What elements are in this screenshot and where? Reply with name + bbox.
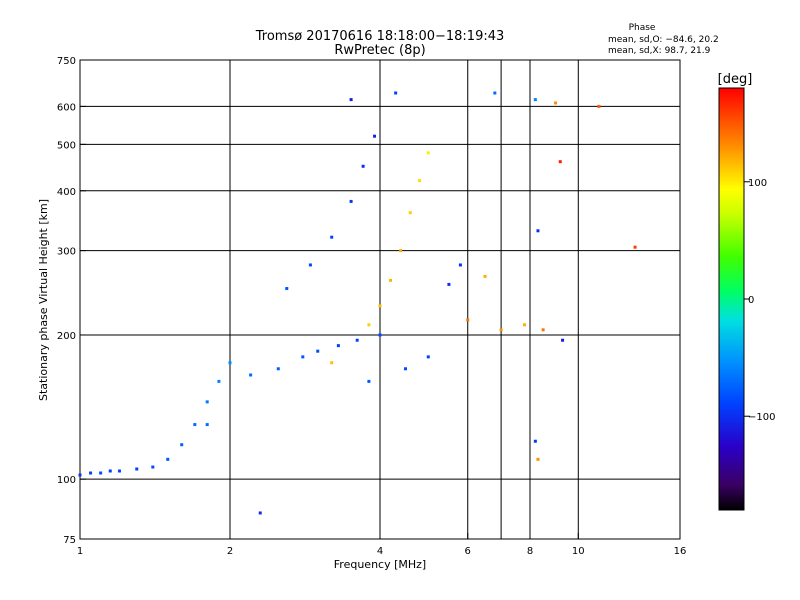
y-axis-label: Stationary phase Virtual Height [km] [37,199,50,401]
chart-title: Tromsø 20170616 18:18:00−18:19:43 [255,29,505,44]
y-tick-label: 600 [57,102,76,113]
data-point [193,423,197,427]
colorbar-tick-label: −100 [748,412,775,423]
data-point [447,282,451,286]
data-point [558,160,562,164]
data-point [458,263,462,267]
data-point [408,211,412,215]
data-point [541,328,545,332]
data-point [394,91,398,95]
stats-heading: Phase [629,23,656,33]
data-point [426,355,430,359]
data-point [349,98,353,102]
data-point [117,469,121,473]
x-tick-label: 6 [465,546,471,557]
colorbar-ticks: −100 0 100 [744,178,775,423]
y-axis-ticks: 75 100 200 300 400 500 600 750 [57,56,86,546]
chart-subtitle: RwPretec (8p) [334,43,425,58]
x-tick-label: 16 [674,546,687,557]
data-point [166,457,170,461]
data-point [308,263,312,267]
data-point [228,361,232,365]
y-tick-label: 300 [57,247,76,258]
data-point [78,473,82,477]
data-point [89,471,93,475]
data-point [499,328,503,332]
data-point [108,469,112,473]
data-point [536,457,540,461]
data-point [597,104,601,108]
data-point [493,91,497,95]
data-points [78,91,637,515]
data-point [533,439,537,443]
x-tick-label: 10 [572,546,585,557]
x-tick-label: 2 [227,546,233,557]
colorbar-label: [deg] [718,72,753,87]
data-point [99,471,103,475]
y-tick-label: 75 [63,535,76,546]
data-point [417,179,421,183]
data-point [553,101,557,105]
data-point [403,367,407,371]
x-axis-ticks: 1 2 4 6 8 10 16 [77,533,687,557]
data-point [561,338,565,342]
y-tick-label: 400 [57,187,76,198]
colorbar-tick-label: 0 [748,295,754,306]
x-tick-label: 8 [527,546,533,557]
data-point [367,379,371,383]
stats-line-x: mean, sd,X: 98.7, 21.9 [608,46,711,56]
data-point [151,465,155,469]
data-point [373,134,377,138]
data-point [249,373,253,377]
data-point [205,423,209,427]
y-tick-label: 500 [57,140,76,151]
data-point [301,355,305,359]
data-point [180,443,184,447]
data-point [355,338,359,342]
x-tick-label: 1 [77,546,83,557]
data-point [633,245,637,249]
data-point [276,367,280,371]
data-point [536,229,540,233]
colorbar-tick-label: 100 [748,178,767,189]
data-point [217,379,221,383]
data-point [483,274,487,278]
data-point [285,287,289,291]
data-point [378,304,382,308]
data-point [389,278,393,282]
data-point [205,400,209,404]
y-tick-label: 200 [57,331,76,342]
y-tick-label: 100 [57,475,76,486]
x-axis-label: Frequency [MHz] [334,558,426,571]
data-point [135,467,139,471]
colorbar [718,87,745,511]
data-point [533,98,537,102]
grid-lines [80,60,680,539]
data-point [466,318,470,322]
data-point [316,349,320,353]
data-point [378,333,382,337]
x-tick-label: 4 [377,546,383,557]
data-point [330,361,334,365]
data-point [523,323,527,327]
data-point [399,249,403,253]
data-point [367,323,371,327]
data-point [336,344,340,348]
y-tick-label: 750 [57,56,76,67]
data-point [361,164,365,168]
data-point [349,199,353,203]
data-point [258,511,262,515]
stats-line-o: mean, sd,O: −84.6, 20.2 [608,35,719,45]
data-point [426,151,430,155]
data-point [330,235,334,239]
